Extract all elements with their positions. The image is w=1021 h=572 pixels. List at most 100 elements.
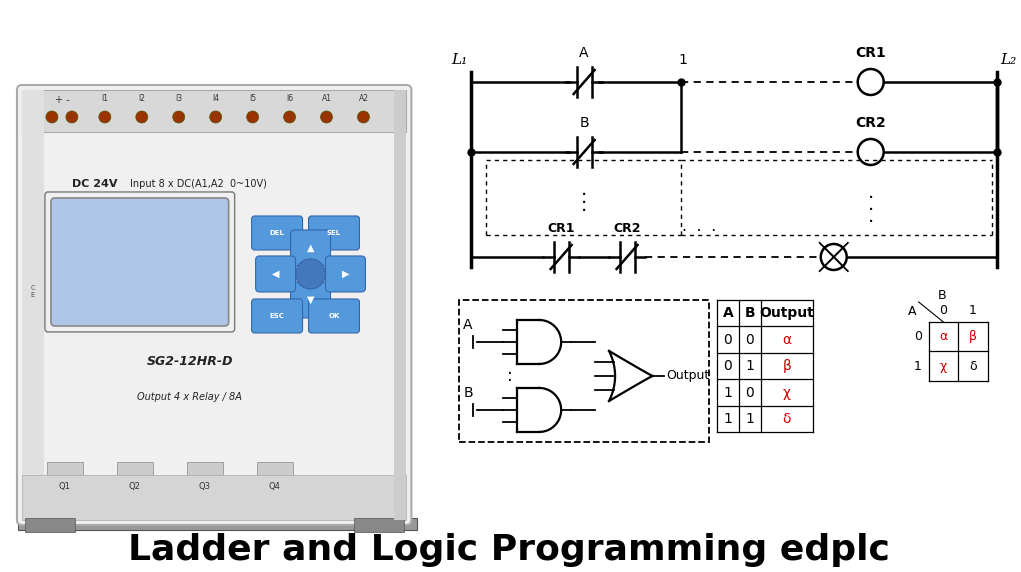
Text: β: β [969,330,977,343]
Text: 1: 1 [745,412,755,426]
Text: β: β [782,359,791,373]
Text: I1: I1 [101,94,108,104]
Text: Output 4 x Relay / 8A: Output 4 x Relay / 8A [137,392,242,402]
FancyBboxPatch shape [291,282,331,318]
Text: Q3: Q3 [199,482,210,491]
Text: L₁: L₁ [451,53,468,67]
FancyBboxPatch shape [251,299,302,333]
Text: .: . [868,195,874,214]
Circle shape [321,111,333,123]
Text: .: . [581,196,587,215]
Text: 1: 1 [724,412,732,426]
Text: 0: 0 [745,333,755,347]
Circle shape [357,111,370,123]
Text: 0: 0 [745,386,755,400]
Text: δ: δ [969,360,977,373]
Text: χ: χ [783,386,791,400]
Text: OK: OK [329,313,340,319]
Text: 0: 0 [724,359,732,373]
Text: + -: + - [54,95,69,105]
Circle shape [173,111,185,123]
FancyBboxPatch shape [326,256,366,292]
Text: A: A [909,305,917,319]
Text: CR1: CR1 [547,222,575,235]
Text: I3: I3 [176,94,183,104]
Text: ESC: ESC [270,313,285,319]
Text: 1: 1 [724,386,732,400]
Circle shape [66,111,78,123]
Text: Q1: Q1 [59,482,70,491]
Text: 1: 1 [914,360,922,373]
Text: Output: Output [760,306,814,320]
Text: α: α [939,330,947,343]
FancyBboxPatch shape [17,85,411,525]
FancyBboxPatch shape [308,299,359,333]
Circle shape [284,111,295,123]
FancyBboxPatch shape [251,216,302,250]
Bar [256,462,293,480]
Bar [22,475,406,520]
Text: B: B [937,289,945,302]
Text: C
E: C E [31,285,36,299]
Text: B: B [579,116,589,130]
Text: A: A [464,318,473,332]
Text: ·  ·  ·: · · · [682,224,716,239]
Text: ◀: ◀ [272,269,280,279]
Text: δ: δ [782,412,791,426]
Text: χ: χ [939,360,946,373]
Text: .: . [868,207,874,226]
Text: Input 8 x DC(A1,A2  0~10V): Input 8 x DC(A1,A2 0~10V) [130,179,266,189]
Text: Output: Output [667,370,710,383]
Text: :: : [507,367,514,385]
Bar [354,518,404,532]
Bar [18,518,418,530]
FancyBboxPatch shape [291,230,331,266]
Text: I2: I2 [138,94,145,104]
Text: A1: A1 [322,94,332,104]
Text: A: A [723,306,733,320]
Text: CR1: CR1 [856,46,886,60]
Text: DEL: DEL [270,230,285,236]
Text: .: . [581,180,587,199]
Text: B: B [744,306,756,320]
Bar [459,300,709,442]
Text: 1: 1 [745,359,755,373]
Text: 0: 0 [939,304,947,317]
Text: I6: I6 [286,94,293,104]
Text: α: α [782,333,791,347]
Bar [187,462,223,480]
Circle shape [99,111,111,123]
Circle shape [136,111,148,123]
FancyBboxPatch shape [51,198,229,326]
Text: Q2: Q2 [129,482,141,491]
Text: 0: 0 [914,330,922,343]
Bar [394,90,406,520]
Circle shape [46,111,58,123]
Text: .: . [868,183,874,202]
FancyBboxPatch shape [308,216,359,250]
Text: DC 24V: DC 24V [71,179,117,189]
Bar [22,90,406,132]
Text: A: A [579,46,589,60]
Text: Q4: Q4 [269,482,281,491]
Text: A2: A2 [358,94,369,104]
Bar [25,518,75,532]
Text: .: . [581,188,587,207]
Bar [116,462,153,480]
Text: ▲: ▲ [306,243,314,253]
Text: CR2: CR2 [614,222,641,235]
FancyBboxPatch shape [255,256,295,292]
Text: I5: I5 [249,94,256,104]
Text: L₂: L₂ [1001,53,1017,67]
Bar [47,462,83,480]
Text: Ladder and Logic Programming edplc: Ladder and Logic Programming edplc [129,533,890,567]
Text: SEL: SEL [327,230,341,236]
Text: ▼: ▼ [306,295,314,305]
Text: SG2-12HR-D: SG2-12HR-D [146,355,233,368]
Text: B: B [464,386,473,400]
Text: I4: I4 [212,94,220,104]
Circle shape [209,111,222,123]
Text: ▶: ▶ [342,269,349,279]
Text: 1: 1 [679,53,687,67]
Text: 1: 1 [969,304,977,317]
